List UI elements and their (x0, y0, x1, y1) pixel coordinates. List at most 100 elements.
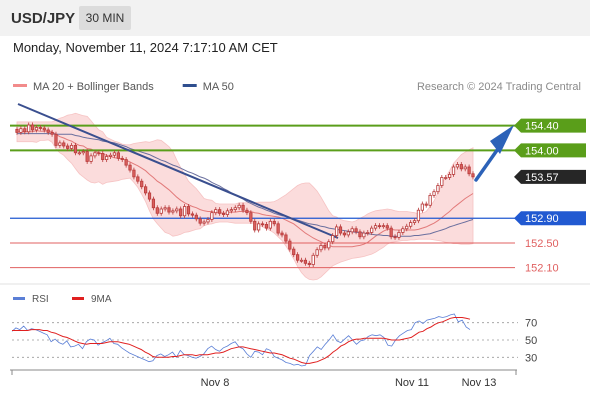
candle-body-0 (15, 128, 19, 133)
candle-body-83 (338, 226, 343, 234)
candle-body-9 (50, 132, 54, 135)
timeframe-button[interactable]: 30 MIN (79, 6, 131, 30)
candle-body-77 (315, 249, 319, 256)
candle-body-115 (463, 166, 467, 170)
candle-body-96 (389, 227, 393, 238)
candle-body-87 (354, 228, 358, 233)
candle-body-91 (370, 227, 374, 233)
candle-body-16 (77, 152, 81, 155)
candle-body-92 (373, 225, 378, 229)
ma50-line (17, 133, 474, 237)
candle-body-114 (459, 164, 463, 170)
forecast-arrow-head (490, 125, 514, 154)
rsi-legend-label-1: RSI (32, 294, 49, 305)
candle-body-1 (19, 128, 23, 133)
candle-body-104 (420, 203, 424, 211)
candle-body-74 (303, 259, 308, 264)
candle-body-84 (342, 232, 346, 236)
candle-body-4 (30, 124, 35, 131)
candle-body-98 (397, 232, 401, 238)
candle-body-59 (245, 209, 249, 214)
candle-body-23 (105, 156, 109, 160)
candle-body-45 (190, 213, 194, 216)
candle-body-117 (471, 173, 475, 178)
candle-body-78 (319, 245, 323, 251)
candle-body-41 (175, 208, 179, 212)
candle-body-89 (362, 232, 366, 238)
candle-body-46 (194, 214, 198, 220)
candle-body-116 (467, 166, 471, 175)
level-label-154-00: 154.00 (525, 145, 559, 157)
candle-body-2 (23, 128, 27, 133)
candle-body-110 (444, 177, 448, 179)
candle-body-76 (311, 254, 315, 265)
candle-body-38 (163, 207, 167, 210)
level-label-154-40: 154.40 (525, 121, 559, 133)
candle-body-43 (182, 206, 187, 217)
rsi-series-9ma (12, 317, 471, 364)
rsi-tick-70: 70 (525, 318, 537, 330)
candle-body-47 (198, 218, 202, 224)
legend-swatch-2 (182, 84, 197, 87)
candle-body-68 (280, 232, 284, 236)
candle-body-25 (112, 152, 117, 156)
candle-body-69 (284, 234, 288, 242)
candle-body-52 (218, 209, 222, 214)
candle-body-55 (229, 209, 233, 212)
level-tag-154-40 (514, 118, 586, 133)
candle-body-60 (249, 212, 253, 222)
rsi-legend-swatch-2 (72, 297, 84, 300)
candle-body-113 (455, 164, 460, 168)
candle-body-40 (171, 210, 175, 213)
candle-body-37 (159, 208, 163, 214)
candle-body-65 (268, 220, 272, 229)
level-label-152-90: 152.90 (525, 213, 559, 225)
candle-body-5 (34, 127, 39, 131)
candle-body-13 (66, 145, 70, 149)
candle-body-64 (264, 224, 269, 229)
legend-label-2: MA 50 (203, 81, 234, 93)
level-tag-154-00 (514, 143, 586, 158)
level-tag-152-90 (514, 211, 586, 226)
candle-body-27 (120, 157, 124, 160)
candle-body-75 (307, 262, 311, 265)
candle-body-88 (358, 231, 362, 238)
x-tick-label-1: Nov 8 (201, 377, 230, 389)
candle-body-103 (416, 209, 421, 222)
candle-body-34 (147, 192, 152, 200)
candle-body-106 (428, 194, 432, 206)
candle-body-26 (116, 152, 120, 159)
candle-body-29 (128, 164, 132, 171)
candle-body-100 (405, 225, 409, 230)
candle-body-57 (237, 204, 241, 209)
level-label-152-50: 152.50 (525, 238, 559, 250)
candle-body-82 (334, 226, 339, 236)
candle-body-71 (292, 248, 296, 256)
candle-body-61 (253, 220, 257, 231)
level-label-153-57: 153.57 (525, 172, 559, 184)
candle-body-24 (108, 154, 113, 157)
candle-body-18 (85, 151, 89, 162)
candle-body-58 (241, 204, 245, 211)
candle-body-49 (206, 219, 210, 223)
rsi-legend-label-2: 9MA (91, 294, 112, 305)
candle-body-32 (140, 180, 144, 188)
candle-body-31 (136, 176, 140, 182)
forecast-arrow-line (474, 144, 502, 182)
candle-body-101 (409, 222, 413, 227)
candle-body-12 (62, 142, 66, 147)
candle-body-66 (272, 220, 276, 225)
candle-body-73 (299, 259, 304, 262)
candle-body-99 (401, 228, 405, 233)
timestamp: Monday, November 11, 2024 7:17:10 AM CET (13, 40, 278, 55)
candle-body-63 (260, 223, 265, 226)
candle-body-11 (58, 142, 62, 146)
candle-body-51 (214, 209, 218, 214)
candle-body-53 (221, 212, 226, 215)
candle-body-109 (440, 177, 444, 186)
rsi-tick-30: 30 (525, 352, 537, 364)
candle-body-14 (69, 144, 74, 149)
candle-body-93 (377, 225, 382, 228)
rsi-tick-50: 50 (525, 335, 537, 347)
